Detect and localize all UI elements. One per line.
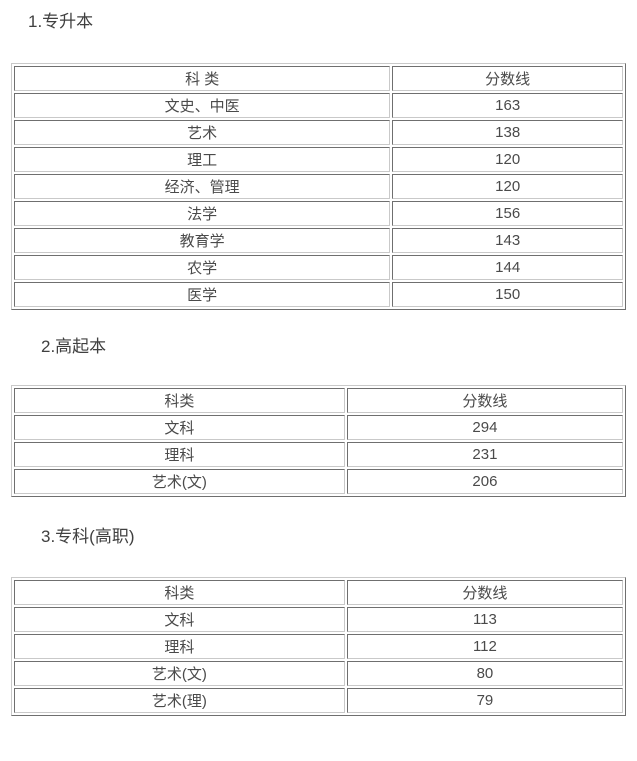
score-cell: 144 (392, 255, 623, 280)
category-cell: 艺术 (14, 120, 391, 145)
table-row: 经济、管理 120 (14, 174, 623, 199)
score-cell: 294 (346, 415, 623, 440)
category-cell: 法学 (14, 201, 391, 226)
category-cell: 艺术(理) (14, 688, 345, 713)
score-cell: 79 (346, 688, 623, 713)
category-cell: 教育学 (14, 228, 391, 253)
category-header-cell: 科 类 (14, 66, 391, 91)
table-row: 艺术(文) 80 (14, 661, 623, 686)
table-row: 艺术(文) 206 (14, 469, 623, 494)
table-row: 理工 120 (14, 147, 623, 172)
category-cell: 农学 (14, 255, 391, 280)
category-cell: 艺术(文) (14, 661, 345, 686)
section-2-heading: 2.高起本 (41, 337, 107, 356)
table-row: 教育学 143 (14, 228, 623, 253)
table-row: 艺术 138 (14, 120, 623, 145)
table-row: 法学 156 (14, 201, 623, 226)
table-row: 文科 294 (14, 415, 623, 440)
score-cell: 120 (392, 174, 623, 199)
category-cell: 文科 (14, 607, 345, 632)
score-cell: 156 (392, 201, 623, 226)
category-header-cell: 科类 (14, 580, 345, 605)
table-row: 文史、中医 163 (14, 93, 623, 118)
category-cell: 医学 (14, 282, 391, 307)
score-cell: 120 (392, 147, 623, 172)
table-row: 理科 112 (14, 634, 623, 659)
section-3-heading: 3.专科(高职) (41, 527, 135, 546)
table-row: 医学 150 (14, 282, 623, 307)
score-table-section-2: 科类 分数线 文科 294 理科 231 艺术(文) 206 (11, 385, 626, 497)
score-table-section-1: 科 类 分数线 文史、中医 163 艺术 138 理工 120 经济、管理 12… (11, 63, 626, 310)
category-cell: 理工 (14, 147, 391, 172)
table-header-row: 科类 分数线 (14, 580, 623, 605)
score-cell: 138 (392, 120, 623, 145)
score-cell: 113 (346, 607, 623, 632)
score-cell: 206 (346, 469, 623, 494)
score-header-cell: 分数线 (346, 388, 623, 413)
score-cell: 143 (392, 228, 623, 253)
table-header-row: 科 类 分数线 (14, 66, 623, 91)
table-row: 艺术(理) 79 (14, 688, 623, 713)
category-cell: 理科 (14, 634, 345, 659)
table-row: 理科 231 (14, 442, 623, 467)
table-row: 文科 113 (14, 607, 623, 632)
category-cell: 艺术(文) (14, 469, 345, 494)
section-1-heading: 1.专升本 (28, 12, 94, 31)
category-cell: 经济、管理 (14, 174, 391, 199)
score-header-cell: 分数线 (346, 580, 623, 605)
score-cell: 80 (346, 661, 623, 686)
score-cell: 163 (392, 93, 623, 118)
table-header-row: 科类 分数线 (14, 388, 623, 413)
category-cell: 文科 (14, 415, 345, 440)
score-cell: 150 (392, 282, 623, 307)
score-header-cell: 分数线 (392, 66, 623, 91)
category-cell: 理科 (14, 442, 345, 467)
score-cell: 112 (346, 634, 623, 659)
category-header-cell: 科类 (14, 388, 345, 413)
category-cell: 文史、中医 (14, 93, 391, 118)
score-table-section-3: 科类 分数线 文科 113 理科 112 艺术(文) 80 艺术(理) 79 (11, 577, 626, 716)
table-row: 农学 144 (14, 255, 623, 280)
score-cell: 231 (346, 442, 623, 467)
